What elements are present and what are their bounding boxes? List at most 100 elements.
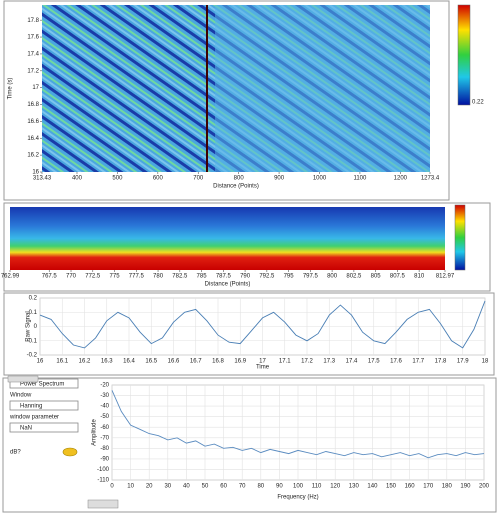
x-tick-label: 200: [479, 484, 490, 490]
dropdown-value: Power Spectrum: [20, 382, 64, 388]
x-tick-label: 16.6: [168, 359, 180, 365]
x-tick-label: 772.5: [85, 274, 101, 280]
x-tick-label: 80: [257, 484, 264, 490]
x-tick-label: 16.1: [56, 359, 68, 365]
x-tick-label: 800: [234, 176, 245, 182]
toolbar[interactable]: [7, 375, 39, 383]
x-tick-label: 16.5: [145, 359, 157, 365]
x-tick-label: 500: [112, 176, 123, 182]
y-tick-label: -70: [100, 435, 109, 441]
y-tick-label: 17.2: [27, 68, 39, 74]
x-tick-label: 17.7: [412, 359, 424, 365]
y-axis-title: Time (s): [8, 78, 14, 100]
x-tick-label: 90: [276, 484, 283, 490]
x-tick-label: 812.97: [436, 274, 455, 280]
y-tick-label: -80: [100, 446, 109, 452]
x-tick-label: 50: [202, 484, 209, 490]
toolbar[interactable]: [87, 499, 119, 509]
x-tick-label: 190: [460, 484, 471, 490]
x-tick-label: 140: [367, 484, 378, 490]
y-axis-title: Raw Signal: [26, 311, 32, 341]
y-tick-label: 16.2: [27, 153, 39, 159]
y-tick-label: 16.8: [27, 102, 39, 108]
x-tick-label: 1100: [353, 176, 367, 182]
y-tick-label: -40: [100, 404, 109, 410]
y-tick-label: 17.8: [27, 18, 39, 24]
x-tick-label: 10: [127, 484, 134, 490]
x-tick-label: 17.4: [346, 359, 358, 365]
x-tick-label: 100: [293, 484, 304, 490]
colorbar-label: 0.22: [472, 100, 484, 106]
x-tick-label: 797.5: [303, 274, 319, 280]
x-tick-label: 20: [146, 484, 153, 490]
input[interactable]: [9, 422, 79, 433]
x-tick-label: 1200: [394, 176, 408, 182]
colorbar: [454, 204, 466, 271]
x-tick-label: 17.3: [323, 359, 335, 365]
dropdown[interactable]: [9, 378, 79, 389]
x-tick-label: 16.4: [123, 359, 135, 365]
x-tick-label: 150: [386, 484, 397, 490]
x-tick-label: 600: [153, 176, 164, 182]
x-tick-label: 17.6: [390, 359, 402, 365]
x-tick-label: 16: [37, 359, 44, 365]
x-tick-label: 17.8: [435, 359, 447, 365]
x-tick-label: 777.5: [129, 274, 145, 280]
y-tick-label: 17.6: [27, 35, 39, 41]
toggle[interactable]: [62, 447, 78, 457]
x-tick-label: 802.5: [346, 274, 362, 280]
x-tick-label: 780: [153, 274, 164, 280]
x-tick-label: 762.99: [1, 274, 20, 280]
y-tick-label: -30: [100, 393, 109, 399]
x-tick-label: 60: [220, 484, 227, 490]
x-tick-label: 17.5: [368, 359, 380, 365]
data-line: [111, 390, 485, 459]
x-tick-label: 785: [197, 274, 208, 280]
x-tick-label: 18: [482, 359, 489, 365]
x-tick-label: 795: [284, 274, 295, 280]
x-tick-label: 120: [330, 484, 341, 490]
y-axis-title: Amplitude: [92, 419, 98, 446]
x-tick-label: 70: [239, 484, 246, 490]
y-tick-label: 16.6: [27, 119, 39, 125]
x-tick-label: 782.5: [172, 274, 188, 280]
x-tick-label: 180: [442, 484, 453, 490]
dropdown[interactable]: [9, 400, 79, 411]
x-tick-label: 805: [371, 274, 382, 280]
x-tick-label: 110: [312, 484, 322, 490]
y-tick-label: 17.4: [27, 51, 39, 57]
x-tick-label: 800: [327, 274, 338, 280]
x-tick-label: 787.5: [216, 274, 232, 280]
x-tick-label: 30: [164, 484, 171, 490]
x-tick-label: 17.1: [279, 359, 291, 365]
x-tick-label: 900: [274, 176, 285, 182]
x-tick-label: 16.8: [212, 359, 224, 365]
x-tick-label: 130: [349, 484, 360, 490]
y-tick-label: 16.4: [27, 136, 39, 142]
y-tick-label: -100: [97, 467, 110, 473]
x-tick-label: 1273.4: [421, 176, 440, 182]
y-tick-label: 0.2: [29, 296, 38, 302]
y-tick-label: -0.2: [27, 353, 38, 359]
x-tick-label: 17.9: [457, 359, 469, 365]
x-tick-label: 16.3: [101, 359, 113, 365]
x-tick-label: 1000: [313, 176, 327, 182]
x-tick-label: 767.5: [42, 274, 58, 280]
x-tick-label: 400: [72, 176, 83, 182]
input-value: NaN: [20, 426, 32, 432]
x-tick-label: 16.2: [79, 359, 91, 365]
x-tick-label: 313.43: [33, 176, 52, 182]
x-tick-label: 40: [183, 484, 190, 490]
y-tick-label: 16: [32, 170, 39, 176]
y-tick-label: 0.1: [29, 310, 38, 316]
y-tick-label: -110: [97, 478, 109, 484]
x-tick-label: 790: [240, 274, 251, 280]
y-tick-label: 0: [34, 324, 38, 330]
heatmap-overlay: [215, 5, 430, 172]
x-axis-title: Frequency (Hz): [277, 495, 318, 501]
y-tick-label: -50: [100, 414, 109, 420]
colorbar: [457, 4, 471, 106]
x-tick-label: 770: [66, 274, 77, 280]
x-tick-label: 170: [423, 484, 434, 490]
